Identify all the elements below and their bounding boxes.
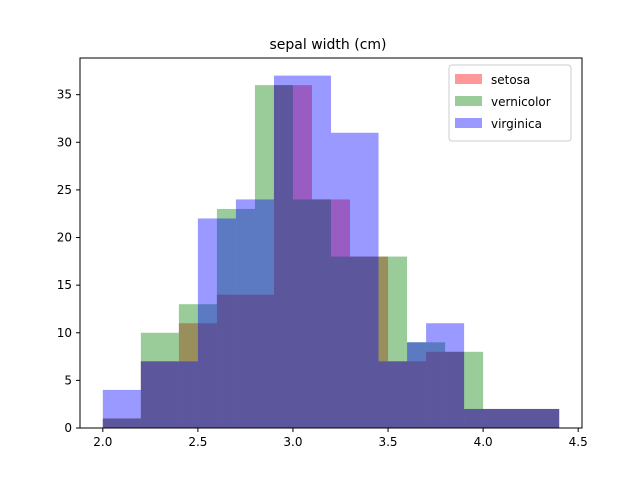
plot-frame (79, 57, 583, 429)
bar-virginica-1 (140, 361, 198, 428)
y-tick-label: 25 (57, 183, 72, 197)
bar-setosa-5 (350, 256, 389, 428)
x-tick-label: 4.5 (569, 435, 588, 449)
x-tick-label: 2.5 (188, 435, 207, 449)
y-tick-label: 0 (64, 421, 72, 435)
y-tick-label: 30 (57, 135, 72, 149)
bar-virginica-4 (273, 75, 331, 428)
bar-setosa-0 (140, 361, 179, 428)
bar-setosa-8 (464, 408, 560, 428)
bar-setosa-9 (102, 418, 141, 428)
bar-vernicolor-2 (178, 304, 217, 428)
bar-setosa-1 (178, 323, 217, 428)
legend-swatch-setosa (455, 74, 482, 84)
bar-vernicolor-5 (292, 199, 331, 428)
legend-label-vernicolor: vernicolor (491, 95, 551, 109)
bar-virginica-6 (378, 361, 408, 428)
bar-virginica-2 (197, 218, 236, 428)
bar-vernicolor-7 (369, 256, 408, 428)
legend-box (448, 64, 572, 142)
bars-layer (102, 75, 560, 429)
x-tick-label: 3.5 (378, 435, 397, 449)
x-axis: 2.0 2.5 3.0 3.5 4.0 4.5 (93, 428, 588, 449)
bar-vernicolor-6 (331, 256, 370, 428)
legend-swatch-vernicolor (455, 96, 482, 106)
bar-setosa-6 (388, 361, 427, 428)
y-tick-label: 20 (57, 231, 72, 245)
bar-vernicolor-8 (407, 342, 446, 428)
bar-virginica-5 (331, 132, 379, 428)
y-axis: 0 5 10 15 20 25 30 35 (57, 88, 80, 435)
y-tick-label: 5 (64, 373, 72, 387)
x-tick-label: 4.0 (474, 435, 493, 449)
x-tick-label: 2.0 (93, 435, 112, 449)
bar-vernicolor-10 (483, 408, 560, 428)
bar-setosa-7 (426, 351, 465, 428)
y-tick-label: 35 (57, 88, 72, 102)
bar-setosa-2 (216, 294, 274, 428)
bar-vernicolor-1 (140, 332, 179, 428)
bar-vernicolor-9 (445, 351, 484, 428)
bar-vernicolor-3 (216, 208, 255, 428)
legend-label-virginica: virginica (491, 117, 542, 131)
legend: setosa vernicolor virginica (448, 64, 572, 142)
y-tick-label: 15 (57, 278, 72, 292)
bar-virginica-0 (102, 389, 141, 428)
bar-virginica-8 (426, 323, 465, 428)
legend-label-setosa: setosa (491, 73, 530, 87)
legend-swatch-virginica (455, 118, 482, 128)
x-tick-label: 3.0 (283, 435, 302, 449)
bar-virginica-7 (407, 342, 427, 428)
chart-title: sepal width (cm) (269, 37, 386, 53)
bar-setosa-3 (273, 85, 312, 429)
bar-vernicolor-0 (102, 418, 141, 428)
bar-virginica-3 (235, 199, 274, 428)
bar-setosa-4 (311, 199, 351, 428)
bar-vernicolor-4 (254, 85, 293, 429)
y-tick-label: 10 (57, 326, 72, 340)
bar-virginica-9 (464, 408, 560, 428)
